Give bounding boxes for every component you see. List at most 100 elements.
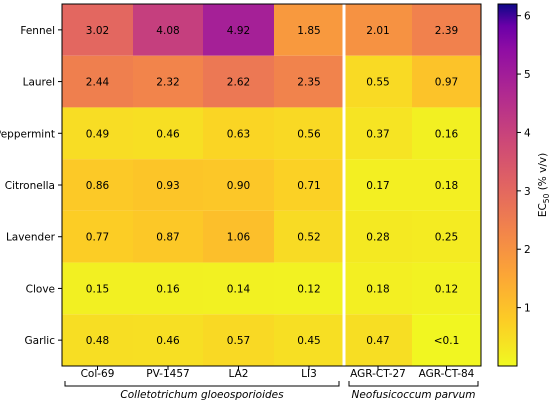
cell-value-label: 2.32 (156, 77, 179, 89)
cell-value-label: 0.15 (86, 283, 109, 295)
heatmap-cell (62, 262, 133, 315)
cell-value-label: 2.39 (435, 25, 458, 37)
column-label: Col-69 (81, 368, 115, 380)
cell-value-label: <0.1 (434, 335, 460, 347)
heatmap-cell (274, 159, 344, 211)
row-label: Garlic (25, 335, 56, 347)
column-label: AGR-CT-84 (419, 368, 475, 380)
cell-value-label: 3.02 (86, 25, 109, 37)
heatmap-cell (412, 210, 481, 263)
column-label: PV-1457 (146, 368, 189, 380)
colorbar-tick-label: 4 (524, 127, 531, 139)
heatmap-cell (344, 314, 412, 366)
heatmap-cells (62, 4, 481, 366)
heatmap-cell (62, 55, 133, 108)
heatmap-cell (62, 210, 133, 263)
cell-value-label: 4.08 (156, 25, 179, 37)
group-brackets: Colletotrichum gloeosporioides Neofusicoc… (64, 381, 479, 401)
heatmap-cell (203, 159, 274, 211)
cell-value-label: 0.12 (297, 283, 320, 295)
group-bracket (64, 381, 340, 387)
colorbar: 1 2 3 4 5 6 EC50 (% v/v) (497, 3, 550, 367)
group-label: Neofusicoccum parvum (352, 389, 476, 401)
colorbar-tick-label: 5 (524, 69, 531, 81)
heatmap-cell (133, 314, 203, 366)
cell-value-label: 0.46 (156, 335, 180, 347)
cell-value-label: 2.62 (227, 77, 250, 89)
cell-value-label: 0.45 (297, 335, 320, 347)
column-labels: Col-69 PV-1457 LA2 LI3 AGR-CT-27 AGR-CT-84 (81, 366, 475, 380)
cell-value-label: 0.17 (366, 180, 389, 192)
cell-value-label: 0.63 (227, 128, 250, 140)
heatmap-cell (133, 210, 203, 263)
column-label: AGR-CT-27 (350, 368, 406, 380)
row-label: Fennel (20, 25, 55, 37)
cell-value-label: 0.16 (435, 128, 459, 140)
colorbar-label: EC50 (% v/v) (537, 153, 550, 217)
cell-value-label: 2.35 (297, 77, 320, 89)
row-label: Laurel (23, 77, 55, 89)
colorbar-tick-label: 1 (524, 303, 531, 315)
heatmap-cell (133, 55, 203, 108)
cell-value-label: 1.85 (297, 25, 320, 37)
heatmap-cell (412, 107, 481, 160)
column-label: LI3 (301, 368, 317, 380)
heatmap-cell (133, 159, 203, 211)
heatmap-cell (62, 4, 133, 56)
heatmap-cell (412, 4, 481, 56)
heatmap-cell (274, 210, 344, 263)
heatmap-cell (274, 55, 344, 108)
heatmap-cell (344, 55, 412, 108)
heatmap-cell (203, 4, 274, 56)
heatmap-cell (344, 159, 412, 211)
cell-value-label: 4.92 (227, 25, 250, 37)
cell-value-label: 0.49 (86, 128, 109, 140)
colorbar-ticks: 1 2 3 4 5 6 (517, 11, 531, 315)
heatmap-cell (133, 107, 203, 160)
cell-value-label: 0.90 (227, 180, 250, 192)
heatmap-cell (344, 4, 412, 56)
group-bracket (348, 381, 479, 387)
cell-value-label: 0.55 (366, 77, 389, 89)
heatmap-cell (203, 314, 274, 366)
heatmap-cell (203, 210, 274, 263)
heatmap-cell (203, 107, 274, 160)
heatmap-cell (344, 262, 412, 315)
cell-value-label: 0.46 (156, 128, 180, 140)
cell-value-label: 0.12 (435, 283, 458, 295)
cell-value-label: 0.86 (86, 180, 110, 192)
cell-value-label: 0.48 (86, 335, 109, 347)
heatmap-cell (412, 55, 481, 108)
cell-value-label: 0.25 (435, 232, 458, 244)
heatmap-cell (344, 210, 412, 263)
heatmap-cell (274, 314, 344, 366)
cell-value-labels: 3.02 4.08 4.92 1.85 2.01 2.39 2.44 2.32 2.62 2.35… (86, 25, 459, 347)
heatmap-cell (62, 314, 133, 366)
heatmap-cell (62, 159, 133, 211)
cell-value-label: 0.47 (366, 335, 389, 347)
cell-value-label: 0.14 (227, 283, 251, 295)
cell-value-label: 1.06 (227, 232, 251, 244)
cell-value-label: 0.18 (366, 283, 389, 295)
heatmap-cell (412, 159, 481, 211)
heatmap-cell (203, 262, 274, 315)
row-labels: Fennel Laurel Peppermint Citronella Lavender… (0, 25, 62, 347)
group-label: Colletotrichum gloeosporioides (120, 389, 284, 401)
cell-value-label: 0.37 (366, 128, 389, 140)
cell-value-label: 2.01 (366, 25, 389, 37)
cell-value-label: 0.71 (297, 180, 320, 192)
row-label: Lavender (6, 232, 56, 244)
row-label: Clove (26, 283, 55, 295)
cell-value-label: 0.16 (156, 283, 180, 295)
heatmap-cell (203, 55, 274, 108)
cell-value-label: 0.87 (156, 232, 179, 244)
column-label: LA2 (229, 368, 249, 380)
cell-value-label: 0.52 (297, 232, 320, 244)
heatmap-cell (412, 262, 481, 315)
cell-value-label: 0.77 (86, 232, 109, 244)
heatmap-cell (274, 4, 344, 56)
colorbar-tick-label: 3 (524, 186, 531, 198)
cell-value-label: 0.56 (297, 128, 321, 140)
cell-value-label: 0.28 (366, 232, 389, 244)
